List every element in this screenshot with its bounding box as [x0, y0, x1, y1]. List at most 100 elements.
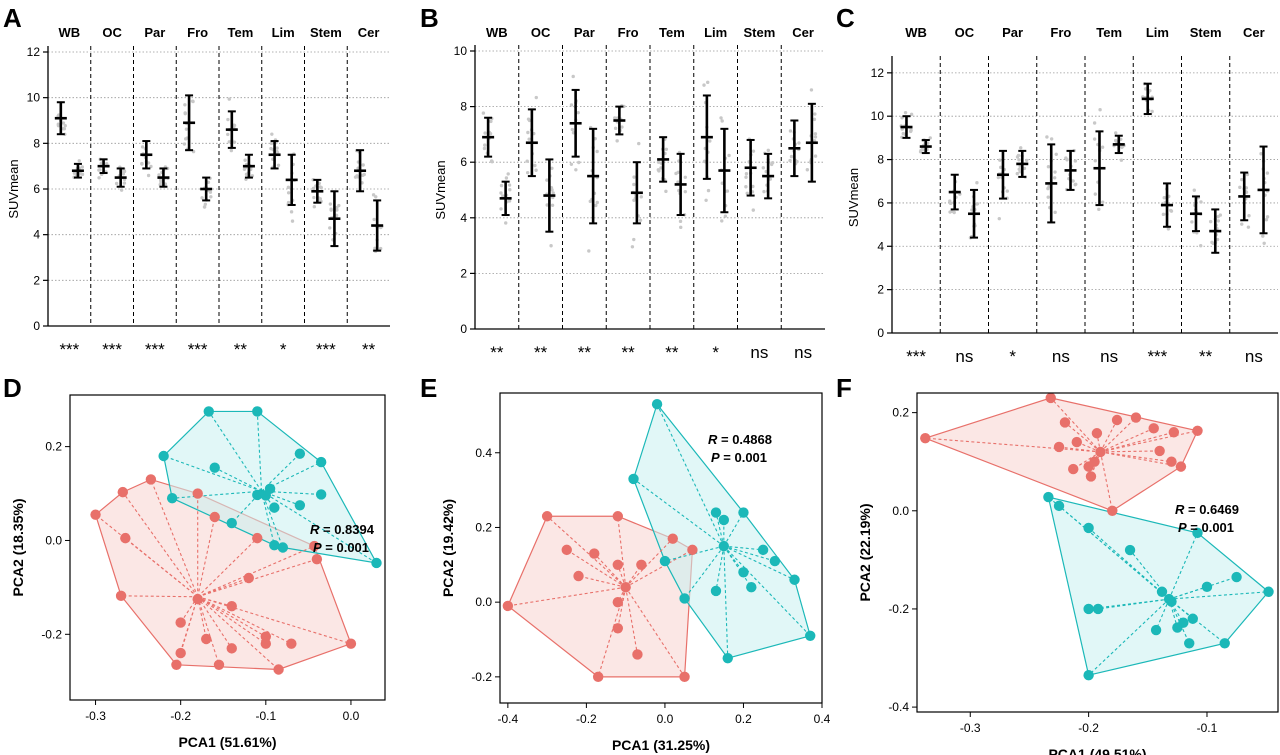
- spider-line: [1100, 427, 1154, 453]
- data-point: [312, 195, 316, 200]
- data-point: [1259, 152, 1263, 156]
- data-point: [594, 203, 598, 208]
- significance-label: ***: [316, 340, 336, 359]
- data-point: [1024, 158, 1029, 163]
- significance-label: **: [234, 340, 248, 359]
- data-point: [378, 246, 383, 251]
- data-point: [612, 559, 624, 571]
- r-statistic: R = 0.4868: [708, 432, 772, 447]
- x-tick-label: -0.1: [1197, 721, 1218, 735]
- data-point: [997, 216, 1001, 221]
- data-point: [1231, 571, 1242, 583]
- data-point: [77, 159, 81, 163]
- data-point: [276, 163, 281, 168]
- data-point: [507, 199, 512, 203]
- category-label: Fro: [1050, 25, 1071, 40]
- data-point: [98, 168, 102, 172]
- panel-e: E -0.4 -0.2 0.0 0.2 0.4 -0.2 0.0 0.2 0.4 PCA1 (31.…: [420, 373, 831, 753]
- data-point: [149, 164, 153, 169]
- panel-letter: D: [3, 373, 22, 403]
- data-point: [1073, 159, 1078, 163]
- group-hull: [923, 397, 1199, 512]
- data-point: [146, 173, 151, 178]
- data-point: [158, 450, 169, 462]
- data-point: [371, 557, 382, 569]
- data-point: [533, 163, 537, 168]
- data-point: [620, 582, 631, 593]
- data-point: [1083, 522, 1094, 534]
- y-tick-label: 0.2: [45, 440, 62, 454]
- data-point: [1092, 137, 1097, 141]
- data-point: [318, 197, 323, 201]
- spider-line: [633, 478, 725, 547]
- data-point: [975, 202, 980, 206]
- data-point: [1169, 209, 1174, 213]
- spider-line: [715, 512, 725, 547]
- spider-line: [1088, 598, 1170, 676]
- x-axis-label: PCA1 (51.61%): [178, 734, 276, 750]
- spider-line: [617, 516, 627, 588]
- data-point: [229, 148, 234, 153]
- spider-line: [124, 537, 199, 598]
- data-point: [534, 95, 538, 100]
- data-point: [483, 131, 487, 135]
- data-point: [664, 147, 669, 151]
- data-point: [789, 574, 800, 585]
- data-point: [769, 555, 781, 567]
- data-point: [209, 195, 213, 199]
- category-label: Cer: [1243, 25, 1265, 40]
- spider-line: [1088, 527, 1170, 600]
- spider-line: [197, 596, 267, 645]
- data-point: [252, 489, 263, 501]
- data-point: [190, 99, 195, 103]
- spider-line: [197, 516, 216, 597]
- data-point: [950, 209, 954, 214]
- p-symbol: P: [711, 450, 720, 465]
- data-point: [545, 178, 549, 182]
- data-point: [371, 193, 376, 197]
- data-point: [1199, 200, 1203, 204]
- data-point: [226, 600, 237, 612]
- data-point: [209, 462, 220, 473]
- data-point: [612, 623, 624, 634]
- data-point: [551, 191, 555, 195]
- data-point: [683, 189, 688, 194]
- data-point: [1053, 176, 1057, 180]
- significance-label: ***: [188, 340, 208, 359]
- data-point: [678, 219, 683, 224]
- data-point: [244, 172, 249, 177]
- x-axis-label: PCA1 (49.51%): [1048, 746, 1146, 755]
- data-point: [1192, 188, 1196, 192]
- data-point: [203, 202, 208, 206]
- data-point: [203, 406, 214, 417]
- data-point: [1022, 166, 1027, 171]
- panel-letter: C: [836, 3, 855, 33]
- data-point: [329, 208, 333, 212]
- data-point: [277, 542, 289, 553]
- data-point: [269, 539, 280, 551]
- x-tick-label: 0.0: [343, 709, 360, 723]
- panel-letter: A: [3, 3, 22, 33]
- data-point: [260, 490, 272, 501]
- r-statistic: R = 0.6469: [1175, 502, 1239, 517]
- y-tick-label: 4: [460, 211, 467, 225]
- data-point: [1053, 441, 1065, 453]
- data-point: [999, 165, 1003, 170]
- data-point: [209, 511, 220, 523]
- spider-line: [150, 479, 199, 597]
- data-point: [311, 186, 316, 191]
- spider-line: [593, 553, 627, 588]
- data-point: [1092, 603, 1104, 615]
- data-point: [175, 617, 186, 628]
- data-point: [157, 173, 161, 177]
- data-point: [117, 486, 128, 498]
- spider-line: [723, 545, 752, 588]
- data-point: [656, 160, 661, 164]
- data-point: [166, 493, 178, 504]
- category-label: Par: [574, 25, 595, 40]
- y-tick-label: 0.4: [475, 446, 492, 460]
- data-point: [1150, 624, 1162, 636]
- data-point: [502, 600, 514, 612]
- panel-a: A024681012SUVmeanWB***OC***Par***Fro***T…: [3, 3, 390, 359]
- data-point: [1261, 234, 1265, 238]
